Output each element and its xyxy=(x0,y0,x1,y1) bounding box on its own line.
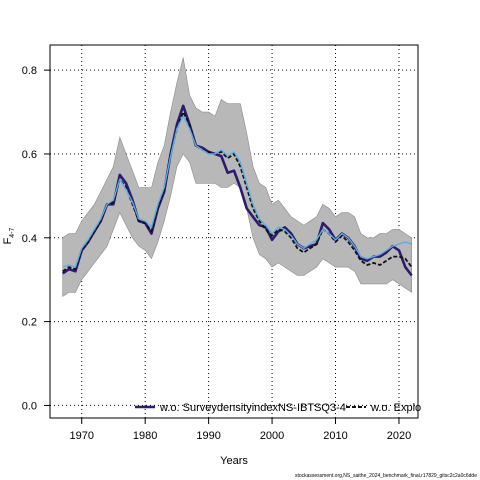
x-tick-label: 1980 xyxy=(133,430,157,442)
x-axis-title: Years xyxy=(220,455,248,467)
series-line-base xyxy=(62,115,412,268)
y-tick-label: 0.4 xyxy=(22,233,37,245)
y-axis: 0.0 0.2 0.4 0.6 0.8 xyxy=(22,65,50,412)
y-tick-label: 0.0 xyxy=(22,400,37,412)
legend: w.o. SurveydensityindexNS-IBTSQ3-4 w.o. … xyxy=(135,402,421,414)
plot-frame xyxy=(49,44,419,419)
legend-label-explo: w.o. Explo xyxy=(370,402,421,414)
x-tick-label: 1970 xyxy=(69,430,93,442)
x-tick-label: 2020 xyxy=(387,430,411,442)
footer-source: stockassessment.org,NS_saithe_2024_bench… xyxy=(295,473,477,479)
legend-label-survey: w.o. SurveydensityindexNS-IBTSQ3-4 xyxy=(159,402,346,414)
x-tick-label: 2000 xyxy=(260,430,284,442)
series-lines xyxy=(61,104,413,277)
x-axis: 1970 1980 1990 2000 2010 2020 xyxy=(69,418,411,442)
y-tick-label: 0.6 xyxy=(22,149,37,161)
y-tick-label: 0.8 xyxy=(22,65,37,77)
series-line-explo xyxy=(62,111,413,273)
x-tick-label: 1990 xyxy=(196,430,220,442)
y-axis-title-group: F4-7 xyxy=(2,227,16,244)
y-axis-title-main: F xyxy=(2,237,14,244)
y-axis-title: F4-7 xyxy=(2,227,16,244)
x-tick-label: 2010 xyxy=(323,430,347,442)
y-axis-title-subscript: 4-7 xyxy=(9,227,16,237)
y-tick-label: 0.2 xyxy=(22,317,37,329)
